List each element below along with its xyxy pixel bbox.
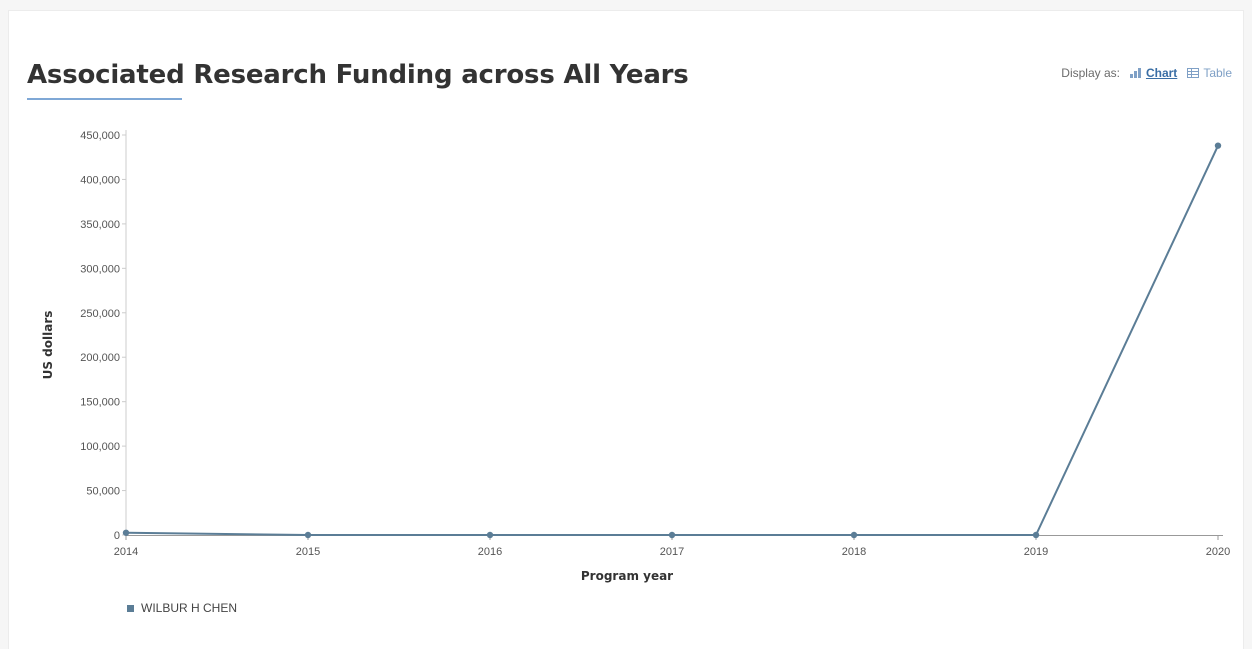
data-point[interactable]: [1032, 531, 1040, 539]
series-line: [125, 145, 1219, 536]
display-as-toggle: Display as: Chart Table: [1061, 66, 1232, 80]
y-tick-label: 400,000: [80, 174, 120, 186]
display-chart-button[interactable]: Chart: [1129, 66, 1178, 80]
y-tick-label: 200,000: [80, 352, 120, 364]
display-as-label: Display as:: [1061, 66, 1120, 80]
x-tick-label: 2020: [1206, 546, 1230, 558]
display-table-button[interactable]: Table: [1187, 66, 1232, 80]
x-tick-label: 2019: [1024, 546, 1048, 558]
data-point[interactable]: [304, 531, 312, 539]
x-tick-label: 2015: [296, 546, 320, 558]
data-point[interactable]: [122, 529, 130, 536]
y-tick-label: 150,000: [80, 397, 120, 409]
data-point[interactable]: [850, 531, 858, 539]
y-tick-label: 450,000: [80, 130, 120, 142]
y-tick-label: 0: [114, 530, 120, 542]
x-tick-label: 2016: [478, 546, 502, 558]
y-tick-label: 50,000: [86, 486, 120, 498]
x-tick-label: 2017: [660, 546, 684, 558]
y-axis-title: US dollars: [41, 311, 55, 380]
legend-swatch: [127, 604, 134, 612]
bar-chart-icon: [1129, 68, 1141, 78]
x-tick-label: 2018: [842, 546, 866, 558]
legend-item[interactable]: WILBUR H CHEN: [127, 601, 237, 615]
x-axis-title: Program year: [581, 569, 673, 583]
y-tick-label: 350,000: [80, 219, 120, 231]
data-point[interactable]: [1214, 142, 1222, 149]
table-icon: [1187, 68, 1200, 78]
legend-label: WILBUR H CHEN: [141, 601, 238, 615]
display-table-label: Table: [1203, 66, 1232, 80]
display-chart-label: Chart: [1145, 66, 1178, 80]
x-tick-label: 2014: [114, 546, 138, 558]
chart-title: Associated Research Funding across All Y…: [27, 60, 689, 90]
y-tick-label: 300,000: [80, 263, 120, 275]
data-point[interactable]: [486, 531, 494, 539]
title-underline: [27, 98, 182, 100]
chart-panel: [8, 10, 1244, 649]
y-tick-label: 250,000: [80, 308, 120, 320]
y-tick-label: 100,000: [80, 441, 120, 453]
data-point[interactable]: [668, 531, 676, 539]
